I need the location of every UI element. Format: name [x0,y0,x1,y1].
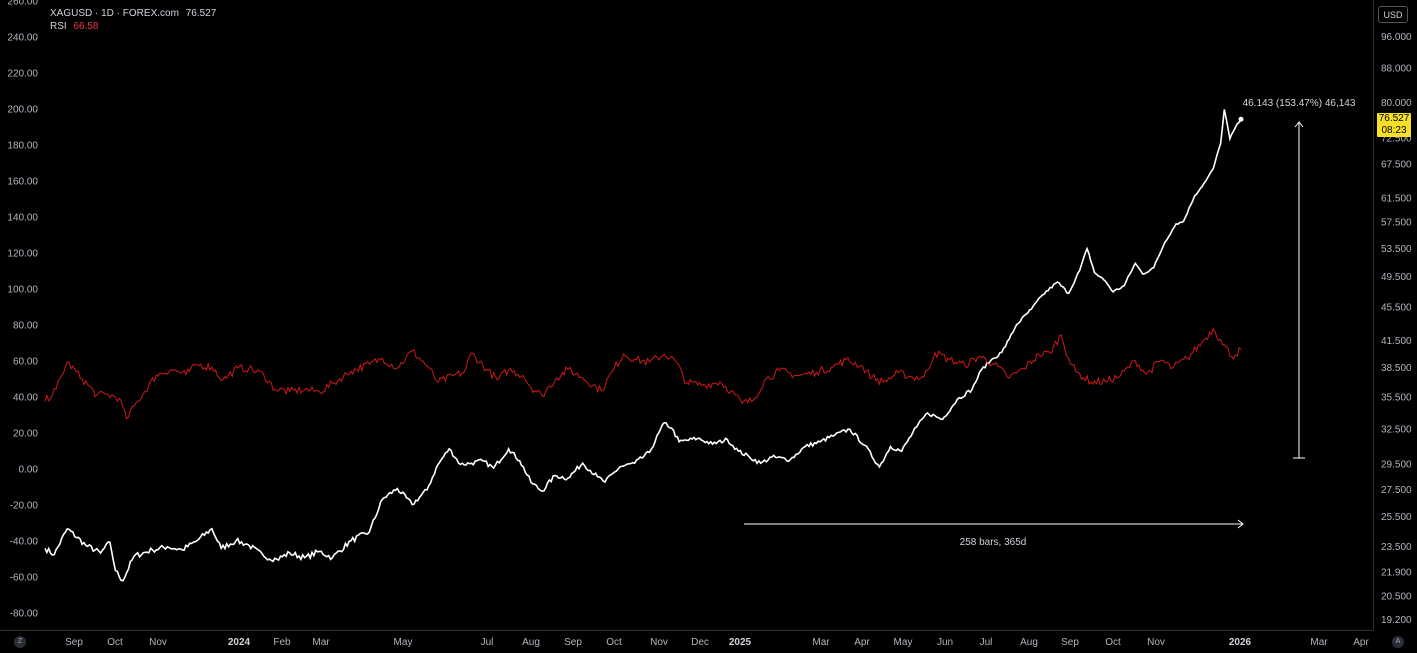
x-axis-tick: Feb [273,637,291,648]
x-axis-tick: Dec [691,637,709,648]
x-axis-tick: Jun [937,637,953,648]
right-axis-tick: 21.900 [1381,567,1412,578]
right-axis-tick: 23.500 [1381,542,1412,553]
left-axis-tick: -40.00 [10,537,39,548]
auto-scale-icon[interactable]: A [1392,636,1404,648]
left-axis-tick: 40.00 [13,393,38,404]
rsi-row[interactable]: RSI 66.58 [50,20,216,33]
left-axis-tick: 160.00 [7,177,38,188]
left-axis-tick: -60.00 [10,573,39,584]
x-axis-tick: 2024 [228,637,251,648]
x-axis-tick: Apr [1353,637,1369,648]
left-axis-tick: 60.00 [13,357,38,368]
left-axis-tick: 0.00 [19,465,39,476]
right-axis-tick: 25.500 [1381,512,1412,523]
measure-label: 46.143 (153.47%) 46,143 [1243,98,1356,109]
x-axis-tick: Aug [1020,637,1038,648]
x-axis-tick: Oct [1105,637,1121,648]
range-arrow-right [1237,519,1244,529]
x-axis-tick: Apr [854,637,870,648]
x-axis-tick: Nov [1147,637,1165,648]
last-price-tag: 76.527 08:23 [1377,113,1411,137]
last-price-label: 76.527 [185,8,217,19]
right-axis-tick: 80.000 [1381,98,1412,109]
left-axis-tick: 260.00 [7,0,38,8]
x-axis-tick: Sep [1061,637,1079,648]
right-axis-tick: 45.500 [1381,302,1412,313]
x-axis-tick: Jul [980,637,993,648]
x-axis-tick: Nov [149,637,167,648]
x-axis-tick: Mar [1310,637,1328,648]
x-axis-tick: May [394,637,413,648]
x-axis-tick: Nov [650,637,668,648]
right-axis-tick: 49.500 [1381,272,1412,283]
rsi-line [44,327,1242,420]
x-axis-tick: Oct [107,637,123,648]
right-axis-tick: 32.500 [1381,424,1412,435]
x-axis-tick: Sep [564,637,582,648]
bar-countdown: 08:23 [1381,125,1407,136]
left-axis-tick: 220.00 [7,69,38,80]
left-axis-tick: -20.00 [10,501,39,512]
left-axis-tick: 240.00 [7,33,38,44]
rsi-value: 66.58 [73,21,99,32]
x-axis-tick: 2025 [729,637,752,648]
measure-arrow-up [1294,121,1304,128]
x-axis-tick: Mar [312,637,330,648]
currency-button[interactable]: USD [1378,6,1408,23]
x-axis-tick: May [894,637,913,648]
right-axis-tick: 57.500 [1381,218,1412,229]
left-axis-tick: 80.00 [13,321,38,332]
right-axis-tick: 20.500 [1381,591,1412,602]
right-axis-tick: 96.000 [1381,32,1412,43]
right-axis-tick: 35.500 [1381,392,1412,403]
chart-header: XAGUSD · 1D · FOREX.com 76.527 RSI 66.58 [50,7,216,33]
right-axis-tick: 88.000 [1381,64,1412,75]
right-axis-tick: 38.500 [1381,363,1412,374]
symbol-row[interactable]: XAGUSD · 1D · FOREX.com 76.527 [50,7,216,20]
x-axis-tick: Jul [481,637,494,648]
left-axis-tick: 120.00 [7,249,38,260]
right-axis-tick: 29.500 [1381,459,1412,470]
price-line [44,109,1242,582]
last-price-tag-value: 76.527 [1378,113,1410,124]
x-axis-tick: Sep [65,637,83,648]
left-axis-tick: 180.00 [7,141,38,152]
left-axis-tick: -80.00 [10,609,39,620]
left-axis-tick: 140.00 [7,213,38,224]
last-price-dot [1238,116,1244,122]
right-axis-tick: 67.500 [1381,160,1412,171]
right-axis-tick: 19.200 [1381,615,1412,626]
left-axis-tick: 100.00 [7,285,38,296]
right-axis-tick: 27.500 [1381,485,1412,496]
right-axis-tick: 61.500 [1381,193,1412,204]
left-axis-tick: 20.00 [13,429,38,440]
x-axis-tick: Mar [812,637,830,648]
timezone-icon[interactable]: Z [14,636,26,648]
x-axis-tick: Oct [606,637,622,648]
right-axis-tick: 72.500 [1381,134,1412,145]
x-axis-tick: 2026 [1229,637,1252,648]
right-axis-tick: 41.500 [1381,336,1412,347]
range-label: 258 bars, 365d [960,537,1027,548]
symbol-label[interactable]: XAGUSD · 1D · FOREX.com [50,8,179,19]
x-axis-tick: Aug [522,637,540,648]
rsi-label: RSI [50,21,67,32]
left-axis-tick: 200.00 [7,105,38,116]
right-axis-tick: 53.500 [1381,244,1412,255]
